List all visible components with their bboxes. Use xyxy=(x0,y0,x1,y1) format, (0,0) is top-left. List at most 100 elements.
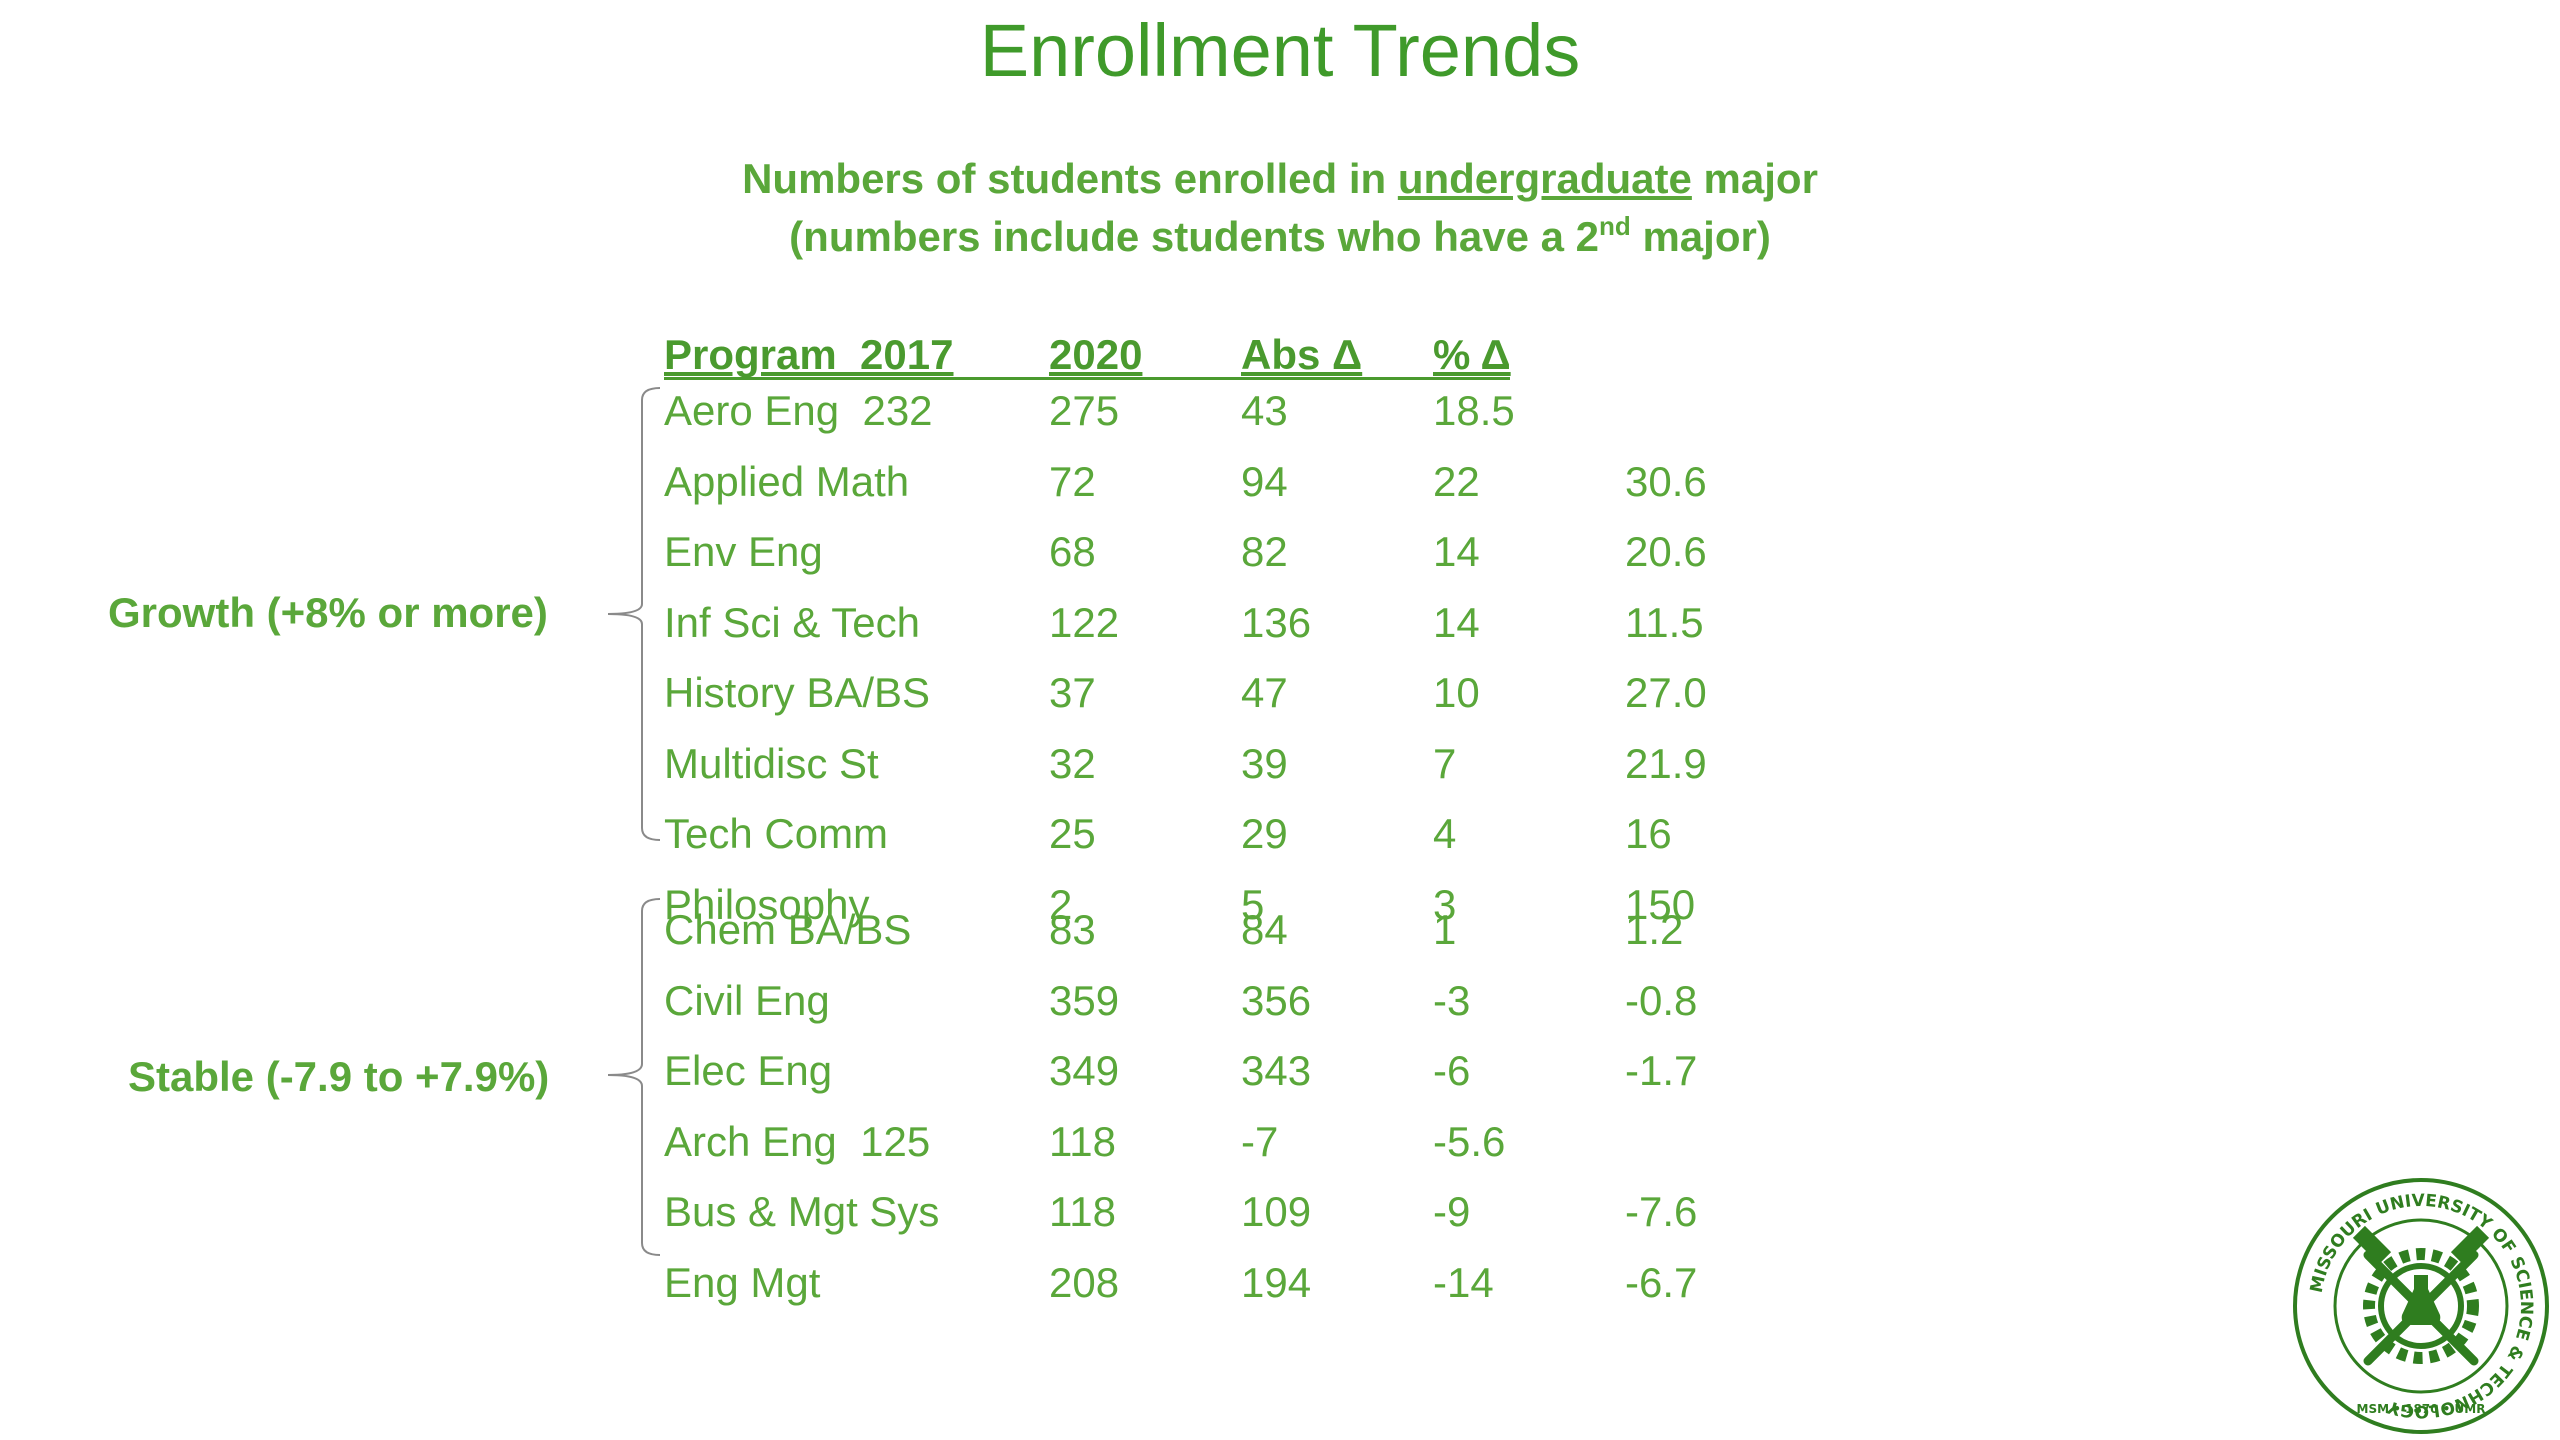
value-cell: 94 xyxy=(1241,457,1288,505)
value-cell: 2 xyxy=(1049,880,1073,928)
program-cell: Aero Eng 232 xyxy=(664,387,933,434)
table-row: Applied Math 72 94 22 30.6 xyxy=(0,454,2560,510)
value-cell: 109 xyxy=(1241,1188,1312,1235)
program-cell: Env Eng xyxy=(664,528,823,575)
growth-bracket xyxy=(607,387,661,841)
program-cell: History BA/BS xyxy=(664,669,931,716)
group-label-growth: Growth (+8% or more) xyxy=(108,589,548,636)
value-cell: -3 xyxy=(1433,976,1471,1024)
value-cell: 4 xyxy=(1433,810,1457,857)
value-cell: 118 xyxy=(1049,1117,1116,1165)
group-label-stable: Stable (-7.9 to +7.9%) xyxy=(128,1053,550,1100)
subtitle-line-2-pre: (numbers include students who have a 2 xyxy=(789,213,1600,260)
program-cell: Applied Math xyxy=(664,457,910,505)
subtitle-superscript: nd xyxy=(1599,211,1631,241)
table-row: Bus & Mgt Sys 118 109 -9 -7.6 xyxy=(0,1184,2560,1240)
value-cell: 18.5 xyxy=(1433,387,1515,434)
value-cell: 275 xyxy=(1049,387,1120,434)
value-cell: 118 xyxy=(1049,1188,1116,1235)
header-program: Program 2017 xyxy=(664,331,954,378)
table-row: History BA/BS 37 47 10 27.0 xyxy=(0,665,2560,721)
table-row: Elec Eng 349 343 -6 -1.7 xyxy=(0,1043,2560,1099)
value-cell: -7.6 xyxy=(1625,1188,1698,1235)
subtitle-line-1: Numbers of students enrolled in undergra… xyxy=(0,150,2560,208)
value-cell: 43 xyxy=(1241,387,1288,434)
value-cell: -6 xyxy=(1433,1047,1471,1094)
seal-bottom-text: MSM • 1870 • UMR xyxy=(2357,1402,2486,1416)
table-row: Civil Eng 359 356 -3 -0.8 xyxy=(0,973,2560,1029)
value-cell: 349 xyxy=(1049,1047,1120,1094)
header-pct-delta: % Δ xyxy=(1433,331,1511,378)
value-cell: 7 xyxy=(1433,739,1457,787)
program-cell: Inf Sci & Tech xyxy=(664,598,921,646)
value-cell: -6.7 xyxy=(1625,1258,1698,1306)
table-row: Tech Comm 25 29 4 16 xyxy=(0,806,2560,862)
value-cell: 3 xyxy=(1433,880,1457,928)
table-row: Aero Eng 232 275 43 18.5 xyxy=(0,383,2560,439)
program-cell: Multidisc St xyxy=(664,739,879,787)
header-2020: 2020 xyxy=(1049,331,1143,378)
table-row: Philosophy 2 5 3 150 xyxy=(0,877,2560,933)
value-cell: 1 xyxy=(1433,906,1457,953)
table-row: Multidisc St 32 39 7 21.9 xyxy=(0,736,2560,792)
gear-icon xyxy=(2363,1248,2479,1364)
table-row: Inf Sci & Tech 122 136 14 11.5 xyxy=(0,595,2560,651)
value-cell: -5.6 xyxy=(1433,1117,1506,1165)
value-cell: -14 xyxy=(1433,1258,1494,1306)
header-abs-delta: Abs Δ xyxy=(1241,331,1363,378)
program-cell: Philosophy xyxy=(664,880,870,928)
value-cell: 5 xyxy=(1241,880,1265,928)
program-cell: Eng Mgt xyxy=(664,1258,821,1306)
subtitle-line-2-post: major) xyxy=(1630,213,1771,260)
program-cell: Civil Eng xyxy=(664,976,830,1024)
table-row: Eng Mgt 208 194 -14 -6.7 xyxy=(0,1255,2560,1311)
value-cell: 356 xyxy=(1241,976,1312,1024)
value-cell: 208 xyxy=(1049,1258,1120,1306)
table-row: Chem BA/BS 83 84 1 1.2 xyxy=(0,902,2560,958)
subtitle-line-2: (numbers include students who have a 2nd… xyxy=(0,208,2560,266)
value-cell: 16 xyxy=(1625,810,1672,857)
value-cell: 84 xyxy=(1241,906,1288,953)
value-cell: 20.6 xyxy=(1625,528,1707,575)
value-cell: 136 xyxy=(1241,598,1312,646)
value-cell: 29 xyxy=(1241,810,1288,857)
value-cell: -0.8 xyxy=(1625,976,1698,1024)
value-cell: 359 xyxy=(1049,976,1120,1024)
subtitle-line-1-pre: Numbers of students enrolled in xyxy=(742,155,1398,202)
value-cell: 72 xyxy=(1049,457,1096,505)
program-cell: Tech Comm xyxy=(664,810,889,857)
value-cell: 150 xyxy=(1625,880,1696,928)
header-rule xyxy=(664,377,1510,380)
program-cell: Bus & Mgt Sys xyxy=(664,1188,940,1235)
value-cell: -1.7 xyxy=(1625,1047,1698,1094)
value-cell: 14 xyxy=(1433,598,1480,646)
value-cell: 30.6 xyxy=(1625,457,1707,505)
value-cell: 47 xyxy=(1241,669,1288,716)
program-cell: Arch Eng 125 xyxy=(664,1117,931,1165)
program-cell: Chem BA/BS xyxy=(664,906,912,953)
program-cell: Elec Eng xyxy=(664,1047,833,1094)
university-seal-logo: MISSOURI UNIVERSITY OF SCIENCE & TECHNOL… xyxy=(2293,1178,2549,1434)
value-cell: -9 xyxy=(1433,1188,1471,1235)
value-cell: 1.2 xyxy=(1625,906,1684,953)
value-cell: 68 xyxy=(1049,528,1096,575)
value-cell: 25 xyxy=(1049,810,1096,857)
value-cell: 83 xyxy=(1049,906,1096,953)
value-cell: -7 xyxy=(1241,1117,1279,1165)
subtitle-line-1-post: major xyxy=(1691,155,1818,202)
value-cell: 21.9 xyxy=(1625,739,1707,787)
subtitle-underlined-word: undergraduate xyxy=(1397,155,1692,202)
value-cell: 122 xyxy=(1049,598,1120,646)
value-cell: 27.0 xyxy=(1625,669,1707,716)
value-cell: 343 xyxy=(1241,1047,1312,1094)
value-cell: 82 xyxy=(1241,528,1288,575)
value-cell: 39 xyxy=(1241,739,1288,787)
value-cell: 37 xyxy=(1049,669,1096,716)
table-row: Env Eng 68 82 14 20.6 xyxy=(0,524,2560,580)
value-cell: 14 xyxy=(1433,528,1480,575)
value-cell: 10 xyxy=(1433,669,1480,716)
value-cell: 32 xyxy=(1049,739,1096,787)
table-row: Arch Eng 125 118 -7 -5.6 xyxy=(0,1114,2560,1170)
flask-icon xyxy=(2401,1275,2441,1325)
value-cell: 22 xyxy=(1433,457,1480,505)
